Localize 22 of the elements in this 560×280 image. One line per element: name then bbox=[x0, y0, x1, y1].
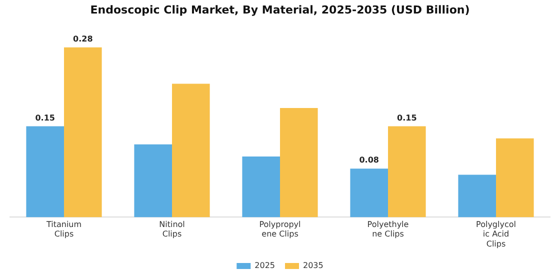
x-tick-label: Polyglycolic Acid Clips bbox=[476, 220, 516, 248]
bar bbox=[496, 138, 534, 218]
data-label: 0.08 bbox=[359, 156, 380, 165]
x-tick-label: Polyethylene Clips bbox=[367, 220, 409, 239]
bar bbox=[172, 84, 210, 218]
data-label: 0.28 bbox=[73, 34, 94, 44]
chart-title: Endoscopic Clip Market, By Material, 2025-2035 (USD Billion) bbox=[90, 3, 470, 16]
bar bbox=[350, 168, 388, 218]
bar bbox=[280, 108, 318, 218]
legend-label: 2035 bbox=[303, 261, 324, 270]
x-tick-label: Polypropylene Clips bbox=[259, 220, 301, 239]
bar bbox=[26, 126, 64, 218]
legend-label: 2025 bbox=[254, 261, 275, 270]
bar bbox=[134, 144, 172, 218]
bar bbox=[388, 126, 426, 218]
bar bbox=[458, 174, 496, 218]
data-label: 0.15 bbox=[397, 113, 418, 122]
bar bbox=[242, 156, 280, 218]
x-tick-label: Titanium Clips bbox=[45, 220, 82, 239]
data-label: 0.15 bbox=[35, 113, 56, 122]
bar bbox=[64, 47, 102, 218]
x-tick-label: Nitinol Clips bbox=[159, 220, 185, 239]
